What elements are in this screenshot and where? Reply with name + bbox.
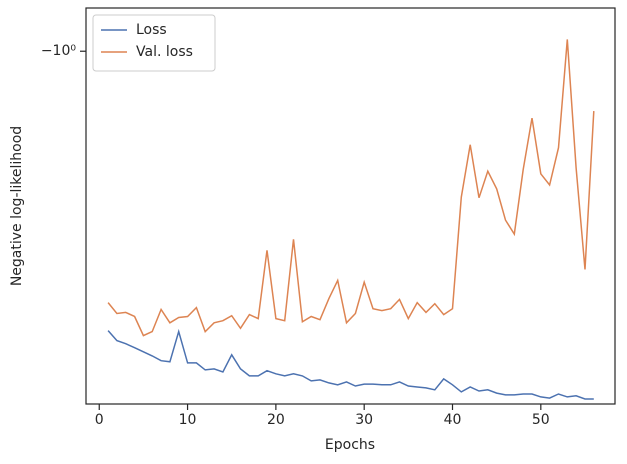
plot-frame [85, 7, 616, 405]
legend-label: Val. loss [136, 44, 193, 60]
line-series [107, 328, 594, 400]
x-tick-label: 0 [95, 412, 104, 428]
x-tick-label: 20 [267, 412, 285, 428]
legend-frame [92, 14, 216, 72]
x-tick-label: 50 [532, 412, 550, 428]
y-axis-label: Negative log-likelihood [9, 126, 25, 286]
x-tick-label: 30 [355, 412, 373, 428]
legend-label: Loss [136, 22, 167, 38]
line-series [107, 39, 595, 337]
x-tick-label: 10 [179, 412, 197, 428]
x-tick-label: 40 [444, 412, 462, 428]
x-axis-label: Epochs [325, 437, 375, 453]
legend: Loss Val. loss [92, 14, 216, 72]
y-tick-label: −10⁰ [41, 43, 77, 59]
